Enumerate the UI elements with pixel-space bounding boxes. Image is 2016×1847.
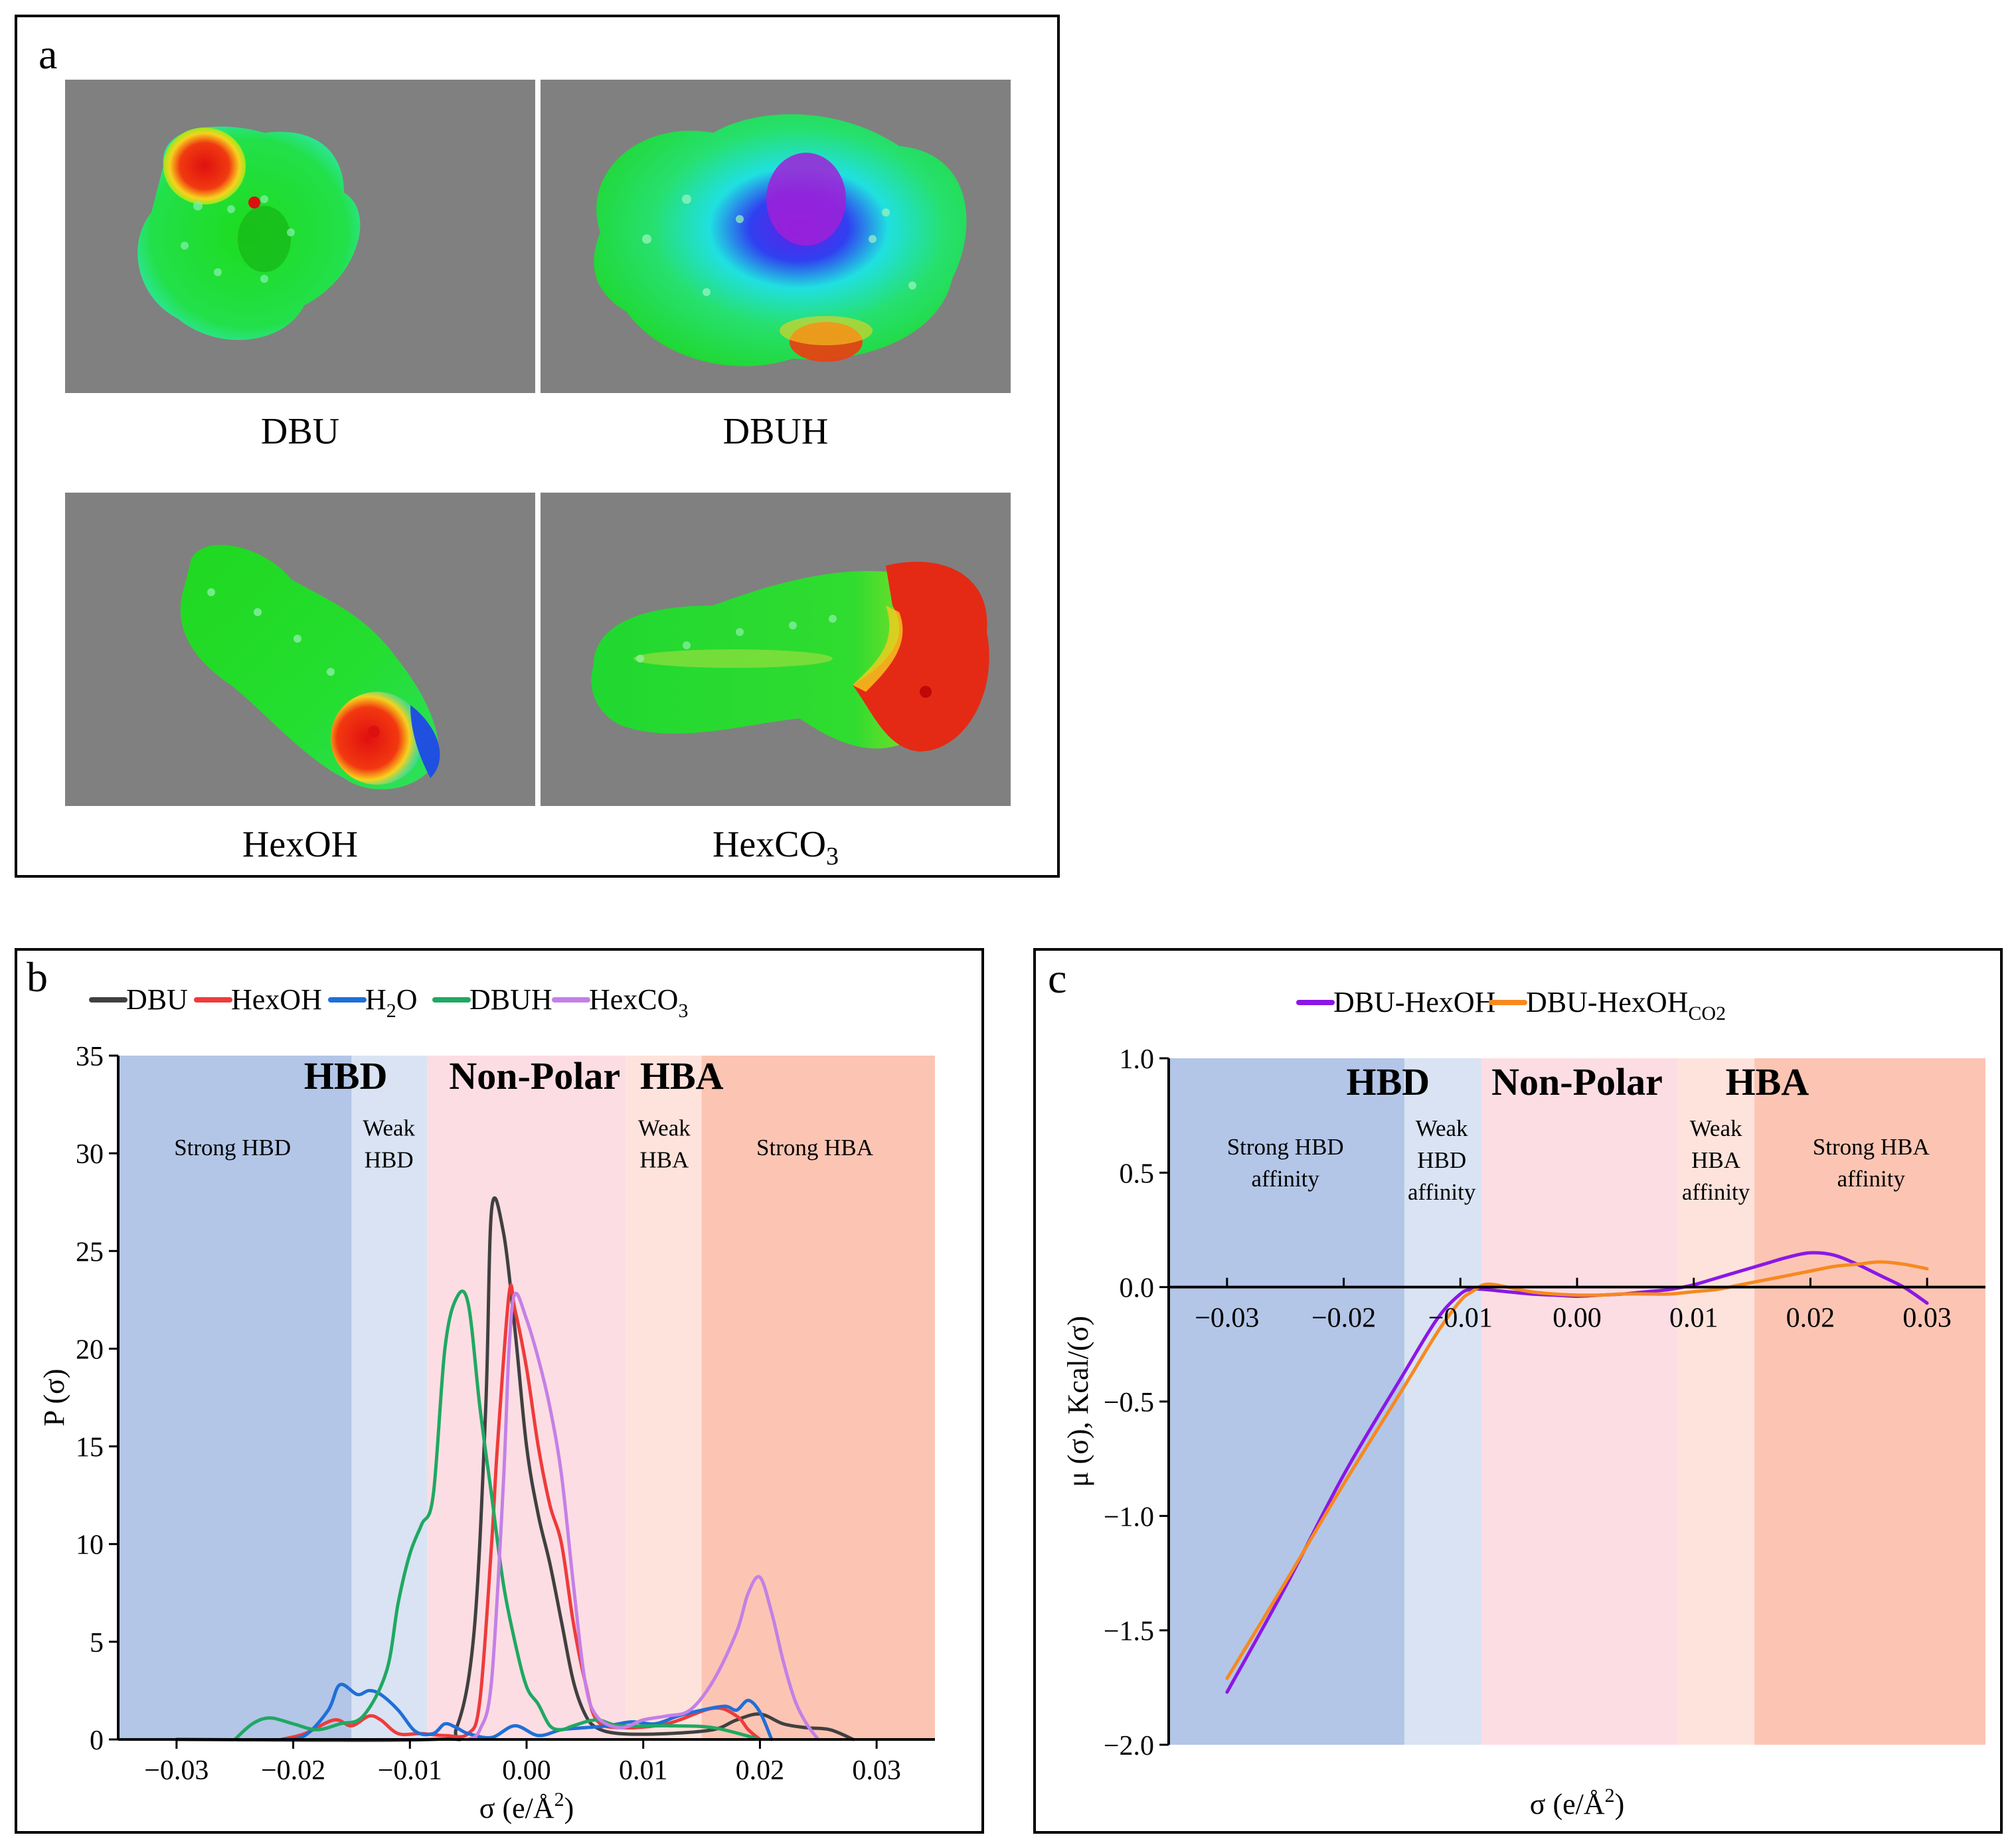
molecule-image-hexoh (65, 493, 535, 806)
molecule-image-dbuh (541, 80, 1011, 393)
legend-item-dbu-hexohco2: DBU-HexOHCO2 (1489, 986, 1726, 1024)
region-label-weak-hba-affinity: Weak HBA affinity (1682, 1115, 1750, 1205)
series-lines (175, 1196, 855, 1742)
region-label-strong-hba-affinity: Strong HBA affinity (1813, 1134, 1930, 1192)
legend-label: DBU (126, 983, 188, 1016)
series-lines (1225, 1251, 1929, 1694)
x-tick-label: 0.01 (619, 1755, 668, 1786)
y-tick-label: −0.5 (1104, 1388, 1154, 1418)
region-heading-hba: HBA (640, 1054, 724, 1097)
x-tick-label: −0.03 (144, 1755, 209, 1786)
y-tick-label: 30 (76, 1139, 104, 1170)
panel-b-letter: b (27, 953, 48, 1001)
region-label-weak-hbd-affinity: Weak HBD affinity (1408, 1115, 1476, 1205)
region-weak-hbd-affinity (1404, 1058, 1481, 1745)
legend-label: HexCO3 (589, 983, 688, 1022)
legend-item-dbu: DBU (89, 983, 188, 1016)
region-label-strong-hbd: Strong HBD (174, 1135, 291, 1161)
x-tick-label: 0.02 (1786, 1303, 1835, 1334)
region-heading-non-polar: Non-Polar (449, 1054, 620, 1097)
region-label-strong-hba: Strong HBA (756, 1135, 874, 1161)
region-heading-non-polar: Non-Polar (1491, 1060, 1663, 1103)
x-tick-label: −0.01 (378, 1755, 442, 1786)
y-tick-label: 35 (76, 1042, 104, 1072)
region-heading-hbd: HBD (1346, 1060, 1430, 1103)
legend-item-hexoh: HexOH (194, 983, 322, 1016)
region-weak-hbd (351, 1056, 428, 1739)
sigma-potential-chart: HBD Non-Polar HBA Strong HBD affinity Weak HBD… (1062, 986, 1985, 1820)
legend-label: H2O (365, 983, 418, 1022)
y-axis-label: P (σ) (38, 1369, 70, 1427)
legend-label: DBU-HexOHCO2 (1526, 986, 1726, 1024)
x-tick-label: −0.02 (261, 1755, 325, 1786)
y-tick-label: −1.5 (1104, 1617, 1154, 1647)
esp-surface-dbuh (594, 114, 967, 366)
molecule-image-hexco3 (541, 493, 1011, 806)
legend-item-hexco3: HexCO3 (552, 983, 688, 1022)
esp-surface-hexco3 (591, 562, 989, 752)
molecule-image-dbu (65, 80, 535, 393)
legend-item-dbuh: DBUH (432, 983, 552, 1016)
y-tick-label: −2.0 (1104, 1731, 1154, 1761)
x-tick-label: −0.01 (1428, 1303, 1493, 1334)
panel-c-letter: c (1048, 955, 1067, 1002)
region-non-polar (427, 1056, 626, 1739)
legend-item-dbu-hexoh: DBU-HexOH (1296, 986, 1495, 1018)
region-label-weak-hbd: Weak HBD (363, 1115, 415, 1173)
x-tick-label: −0.02 (1311, 1303, 1376, 1334)
y-tick-label: −1.0 (1104, 1502, 1154, 1532)
molecule-label-hexco3: HexCO3 (712, 824, 839, 871)
legend-label: DBUH (469, 983, 552, 1016)
y-tick-label: 1.0 (1120, 1044, 1155, 1075)
region-bands (1169, 1058, 1985, 1745)
y-tick-label: 0 (90, 1726, 104, 1756)
y-tick-label: 0.5 (1120, 1159, 1155, 1189)
series-line-hexco3 (466, 1291, 820, 1741)
x-tick-label: 0.00 (1553, 1303, 1602, 1334)
esp-surface-hexoh (180, 544, 440, 789)
y-tick-label: 0.0 (1120, 1273, 1155, 1304)
x-tick-label: 0.00 (502, 1755, 551, 1786)
region-label-weak-hba: Weak HBA (638, 1115, 691, 1173)
legend-label: DBU-HexOH (1333, 986, 1495, 1018)
x-axis-label: σ (e/Å2) (1530, 1785, 1625, 1820)
x-tick-label: 0.01 (1669, 1303, 1719, 1334)
region-strong-hba-affinity (1754, 1058, 1985, 1745)
x-axis-label: σ (e/Å2) (479, 1789, 574, 1824)
y-tick-label: 5 (90, 1628, 104, 1658)
series-line-dbu-hexohco2 (1225, 1260, 1929, 1680)
region-strong-hbd (118, 1056, 352, 1739)
x-tick-label: 0.02 (736, 1755, 785, 1786)
region-strong-hbd-affinity (1169, 1058, 1404, 1745)
series-line-dbu (175, 1196, 855, 1742)
y-tick-label: 10 (76, 1530, 104, 1561)
molecule-label-hexoh: HexOH (242, 824, 359, 865)
panel-c: c HBD Non-Polar HBA Strong HBD affinity Weak H… (1033, 948, 2003, 1834)
x-tick-label: −0.03 (1195, 1303, 1259, 1334)
x-tick-label: 0.03 (852, 1755, 901, 1786)
region-weak-hba (626, 1056, 702, 1739)
legend-item-h2o: H2O (328, 983, 418, 1022)
molecule-label-dbuh: DBUH (722, 411, 829, 452)
y-tick-label: 20 (76, 1334, 104, 1365)
panel-a-letter: a (39, 31, 58, 78)
y-tick-label: 25 (76, 1237, 104, 1267)
region-heading-hba: HBA (1726, 1060, 1809, 1103)
y-tick-label: 15 (76, 1433, 104, 1463)
series-line-h2o (280, 1682, 774, 1741)
region-label-strong-hbd-affinity: Strong HBD affinity (1227, 1134, 1344, 1192)
molecule-label-dbu: DBU (260, 411, 340, 452)
region-weak-hba-affinity (1677, 1058, 1755, 1745)
sigma-profile-chart: HBD Non-Polar HBA Strong HBD Weak HBD Weak HBA S… (38, 983, 935, 1824)
x-tick-label: 0.03 (1902, 1303, 1952, 1334)
y-axis-label: μ (σ), Kcal/(σ) (1062, 1316, 1094, 1487)
panel-b: b HBD Non-Polar HBA Strong HBD Weak HBD Weak HB… (15, 948, 984, 1834)
region-non-polar (1481, 1058, 1678, 1745)
legend-label: HexOH (231, 983, 322, 1016)
region-heading-hbd: HBD (304, 1054, 388, 1097)
series-line-dbuh (233, 1289, 762, 1741)
esp-surface-dbu (137, 126, 361, 341)
panel-a: a DBU (15, 15, 1060, 878)
